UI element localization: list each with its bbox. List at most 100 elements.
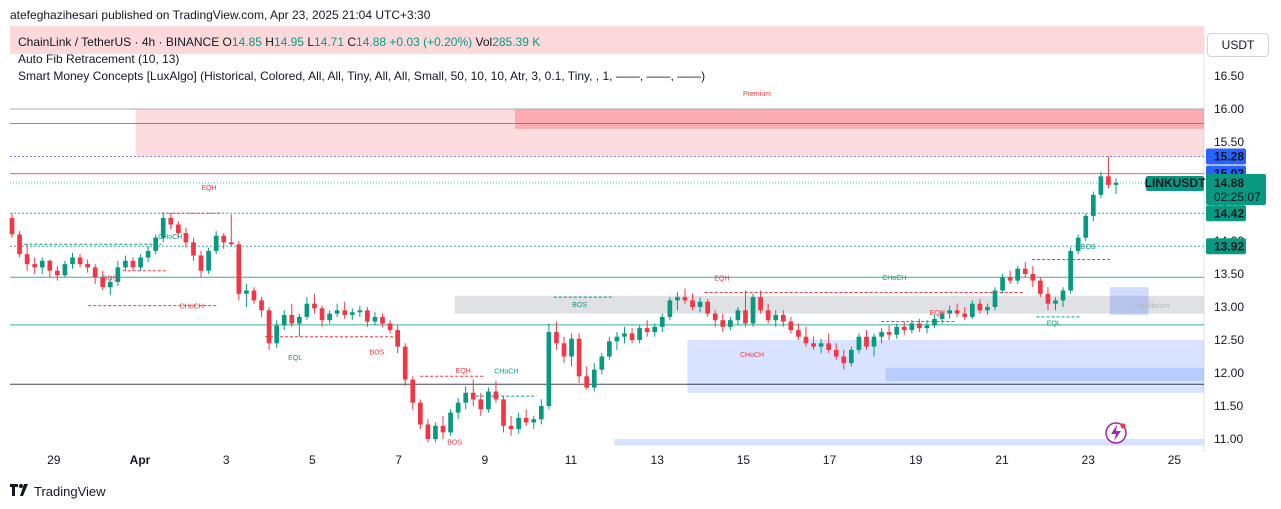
high-value: 14.95 [273, 35, 304, 49]
candle-body [417, 402, 423, 425]
candle-body [107, 281, 113, 288]
candle-body [493, 391, 499, 400]
candle-body [312, 303, 317, 309]
open-value: 14.85 [231, 35, 262, 49]
candle-body [569, 338, 574, 357]
candle-body [9, 217, 15, 235]
candle-body [357, 310, 363, 313]
last-price-tag: LINKUSDT 14.88 02:25:07 [1145, 174, 1266, 205]
candle-body [501, 399, 506, 426]
time-tick-label: 17 [823, 453, 837, 467]
candle-body [833, 349, 839, 357]
price-tick-label: 12.50 [1214, 333, 1244, 347]
candle-body [614, 336, 620, 342]
discount-zone-2 [885, 367, 1204, 381]
close-label: C [347, 35, 357, 49]
candle-body [1000, 277, 1005, 291]
symbol-tag: LINKUSDT [1145, 176, 1206, 190]
candle-body [1106, 176, 1111, 185]
premium-label: Premium [743, 91, 771, 98]
candle-body [538, 406, 544, 420]
candle-body [206, 250, 211, 271]
candle-body [622, 333, 627, 337]
smc-label-eqh: EQH [201, 185, 216, 192]
candle-body [1022, 268, 1028, 274]
change-value: +0.03 (+0.20%) [389, 35, 473, 49]
candle-body [909, 323, 915, 331]
candle-body [591, 369, 597, 388]
candle-body [77, 257, 83, 265]
indicator-smc-legend[interactable]: Smart Money Concepts [LuxAlgo] (Historic… [18, 69, 706, 83]
candle-body [750, 297, 756, 324]
candle-body [138, 257, 143, 268]
candle-body [296, 316, 302, 324]
candle-body [39, 260, 45, 268]
candle-body [561, 343, 567, 357]
price-tick-label: 15.50 [1214, 135, 1244, 149]
candle-body [977, 303, 983, 311]
equilibrium-zone [454, 295, 1204, 314]
candle-body [894, 326, 900, 335]
smc-label-choch: CHoCH [158, 234, 182, 241]
candle-body [123, 260, 128, 268]
candle-body [266, 310, 272, 344]
candle-body [523, 417, 529, 423]
candle-body [1015, 268, 1021, 281]
currency-button[interactable]: USDT [1207, 33, 1269, 57]
candle-body [463, 392, 469, 403]
candle-body [1090, 194, 1096, 216]
candle-body [917, 323, 922, 329]
legend-background-band [10, 26, 1204, 54]
candle-body [334, 310, 340, 314]
candle-body [213, 235, 219, 251]
volume-label: Vol [475, 35, 493, 49]
candle-body [1045, 293, 1051, 304]
smc-label-eql: EQL [1047, 320, 1061, 327]
candle-body [803, 336, 809, 344]
candle-body [554, 332, 559, 344]
candle-body [659, 316, 665, 327]
candle-body [198, 255, 204, 271]
price-axis[interactable]: 16.5016.0015.5015.0014.5014.0013.5013.00… [1214, 69, 1244, 446]
candle-body [70, 257, 75, 265]
candle-body [901, 326, 907, 331]
time-tick-label: 13 [651, 453, 665, 467]
candle-body [387, 323, 393, 331]
price-tag-value: 13.92 [1214, 239, 1244, 253]
smc-label-bos: BOS [370, 350, 385, 357]
time-axis[interactable]: 29 Apr 3 5 7 9 11 13 15 17 19 21 23 25 [47, 453, 1181, 467]
candle-body [289, 314, 295, 324]
smc-label-bos: BOS [102, 276, 117, 283]
candle-body [478, 399, 484, 410]
candle-body [160, 217, 166, 238]
candle-body [924, 325, 930, 329]
tradingview-logo[interactable]: TradingView [10, 484, 106, 499]
discount-zone-1 [687, 340, 1204, 393]
candle-body [486, 391, 491, 410]
candle-body [176, 224, 181, 234]
high-label: H [265, 35, 274, 49]
candle-body [372, 316, 378, 322]
candle-body [886, 332, 892, 335]
candle-body [765, 310, 771, 321]
candle-body [342, 310, 348, 315]
symbol-name[interactable]: ChainLink / TetherUS · 4h · BINANCE [18, 35, 220, 49]
candle-body [607, 341, 612, 357]
candle-body [274, 325, 280, 344]
indicator-fib-legend[interactable]: Auto Fib Retracement (10, 13) [18, 52, 180, 66]
smc-label-eql: EQL [288, 355, 302, 362]
price-tick-label: 11.50 [1214, 399, 1243, 413]
candle-body [743, 310, 748, 324]
lightning-icon[interactable] [1105, 422, 1127, 444]
candle-body [85, 264, 90, 268]
candle-body [644, 328, 650, 333]
candle-body [947, 310, 952, 314]
candle-body [879, 332, 884, 337]
candle-body [380, 316, 385, 324]
candle-body [1038, 280, 1043, 294]
smc-label-choch: CHoCH [180, 303, 204, 310]
candle-body [637, 328, 642, 340]
symbol-legend[interactable]: ChainLink / TetherUS · 4h · BINANCE O14.… [18, 35, 540, 49]
candle-body [433, 425, 438, 439]
